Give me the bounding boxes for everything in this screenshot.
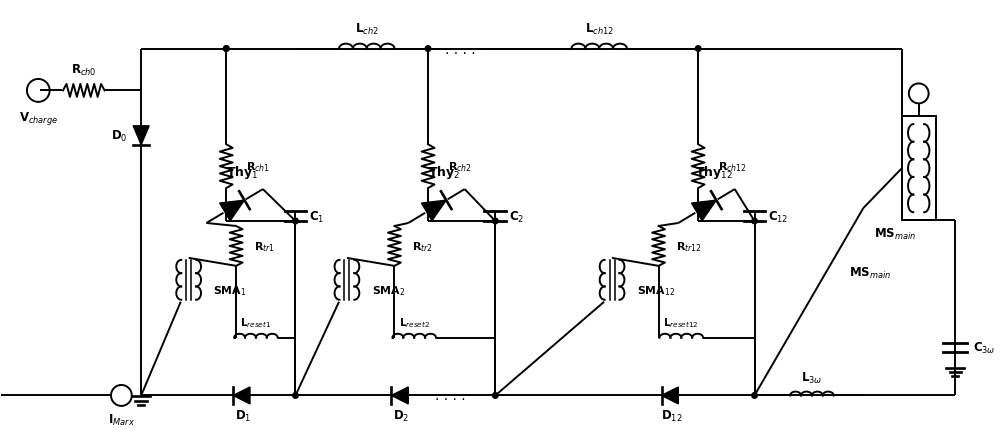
- Text: SMA$_2$: SMA$_2$: [372, 283, 405, 297]
- Polygon shape: [391, 387, 408, 404]
- Circle shape: [425, 46, 431, 52]
- Text: R$_{tr2}$: R$_{tr2}$: [412, 240, 433, 253]
- Text: C$_{3\omega}$: C$_{3\omega}$: [973, 340, 996, 355]
- Text: MS$_{main}$: MS$_{main}$: [874, 226, 916, 241]
- Circle shape: [223, 46, 229, 52]
- Text: I$_{Marx}$: I$_{Marx}$: [108, 412, 135, 427]
- Text: C$_2$: C$_2$: [509, 209, 524, 224]
- Text: C$_1$: C$_1$: [309, 209, 325, 224]
- Text: R$_{ch1}$: R$_{ch1}$: [246, 160, 270, 174]
- Text: V$_{charge}$: V$_{charge}$: [19, 110, 58, 127]
- Text: D$_1$: D$_1$: [235, 408, 251, 423]
- Text: D$_2$: D$_2$: [393, 408, 410, 423]
- Text: R$_{ch2}$: R$_{ch2}$: [448, 160, 472, 174]
- Text: D$_0$: D$_0$: [111, 128, 128, 144]
- Text: L$_{reset1}$: L$_{reset1}$: [240, 315, 272, 329]
- Text: . . . .: . . . .: [435, 389, 466, 403]
- Text: Thy$_{12}$: Thy$_{12}$: [695, 163, 733, 180]
- Text: MS$_{main}$: MS$_{main}$: [849, 266, 892, 281]
- Text: . . . .: . . . .: [445, 42, 476, 57]
- Text: R$_{tr12}$: R$_{tr12}$: [676, 240, 702, 253]
- Bar: [902, 117, 936, 220]
- Text: R$_{ch12}$: R$_{ch12}$: [718, 160, 747, 174]
- Polygon shape: [421, 201, 446, 221]
- Circle shape: [293, 393, 298, 398]
- Text: C$_{12}$: C$_{12}$: [768, 209, 789, 224]
- Circle shape: [695, 46, 701, 52]
- Circle shape: [223, 46, 229, 52]
- Circle shape: [752, 219, 757, 224]
- Text: L$_{reset2}$: L$_{reset2}$: [399, 315, 430, 329]
- Text: D$_{12}$: D$_{12}$: [661, 408, 682, 423]
- Circle shape: [293, 219, 298, 224]
- Polygon shape: [662, 387, 678, 404]
- Text: R$_{ch0}$: R$_{ch0}$: [71, 63, 97, 78]
- Polygon shape: [133, 127, 149, 145]
- Circle shape: [493, 219, 498, 224]
- Circle shape: [493, 393, 498, 398]
- Text: L$_{reset12}$: L$_{reset12}$: [663, 315, 699, 329]
- Polygon shape: [233, 387, 250, 404]
- Polygon shape: [692, 201, 716, 221]
- Circle shape: [752, 393, 757, 398]
- Polygon shape: [220, 201, 244, 221]
- Text: Thy$_1$: Thy$_1$: [226, 163, 258, 180]
- Text: L$_{ch12}$: L$_{ch12}$: [585, 22, 614, 37]
- Text: L$_{3\omega}$: L$_{3\omega}$: [801, 370, 823, 385]
- Text: Thy$_2$: Thy$_2$: [428, 163, 460, 180]
- Text: R$_{tr1}$: R$_{tr1}$: [254, 240, 275, 253]
- Text: SMA$_{12}$: SMA$_{12}$: [637, 283, 675, 297]
- Text: SMA$_1$: SMA$_1$: [213, 283, 247, 297]
- Text: L$_{ch2}$: L$_{ch2}$: [355, 22, 379, 37]
